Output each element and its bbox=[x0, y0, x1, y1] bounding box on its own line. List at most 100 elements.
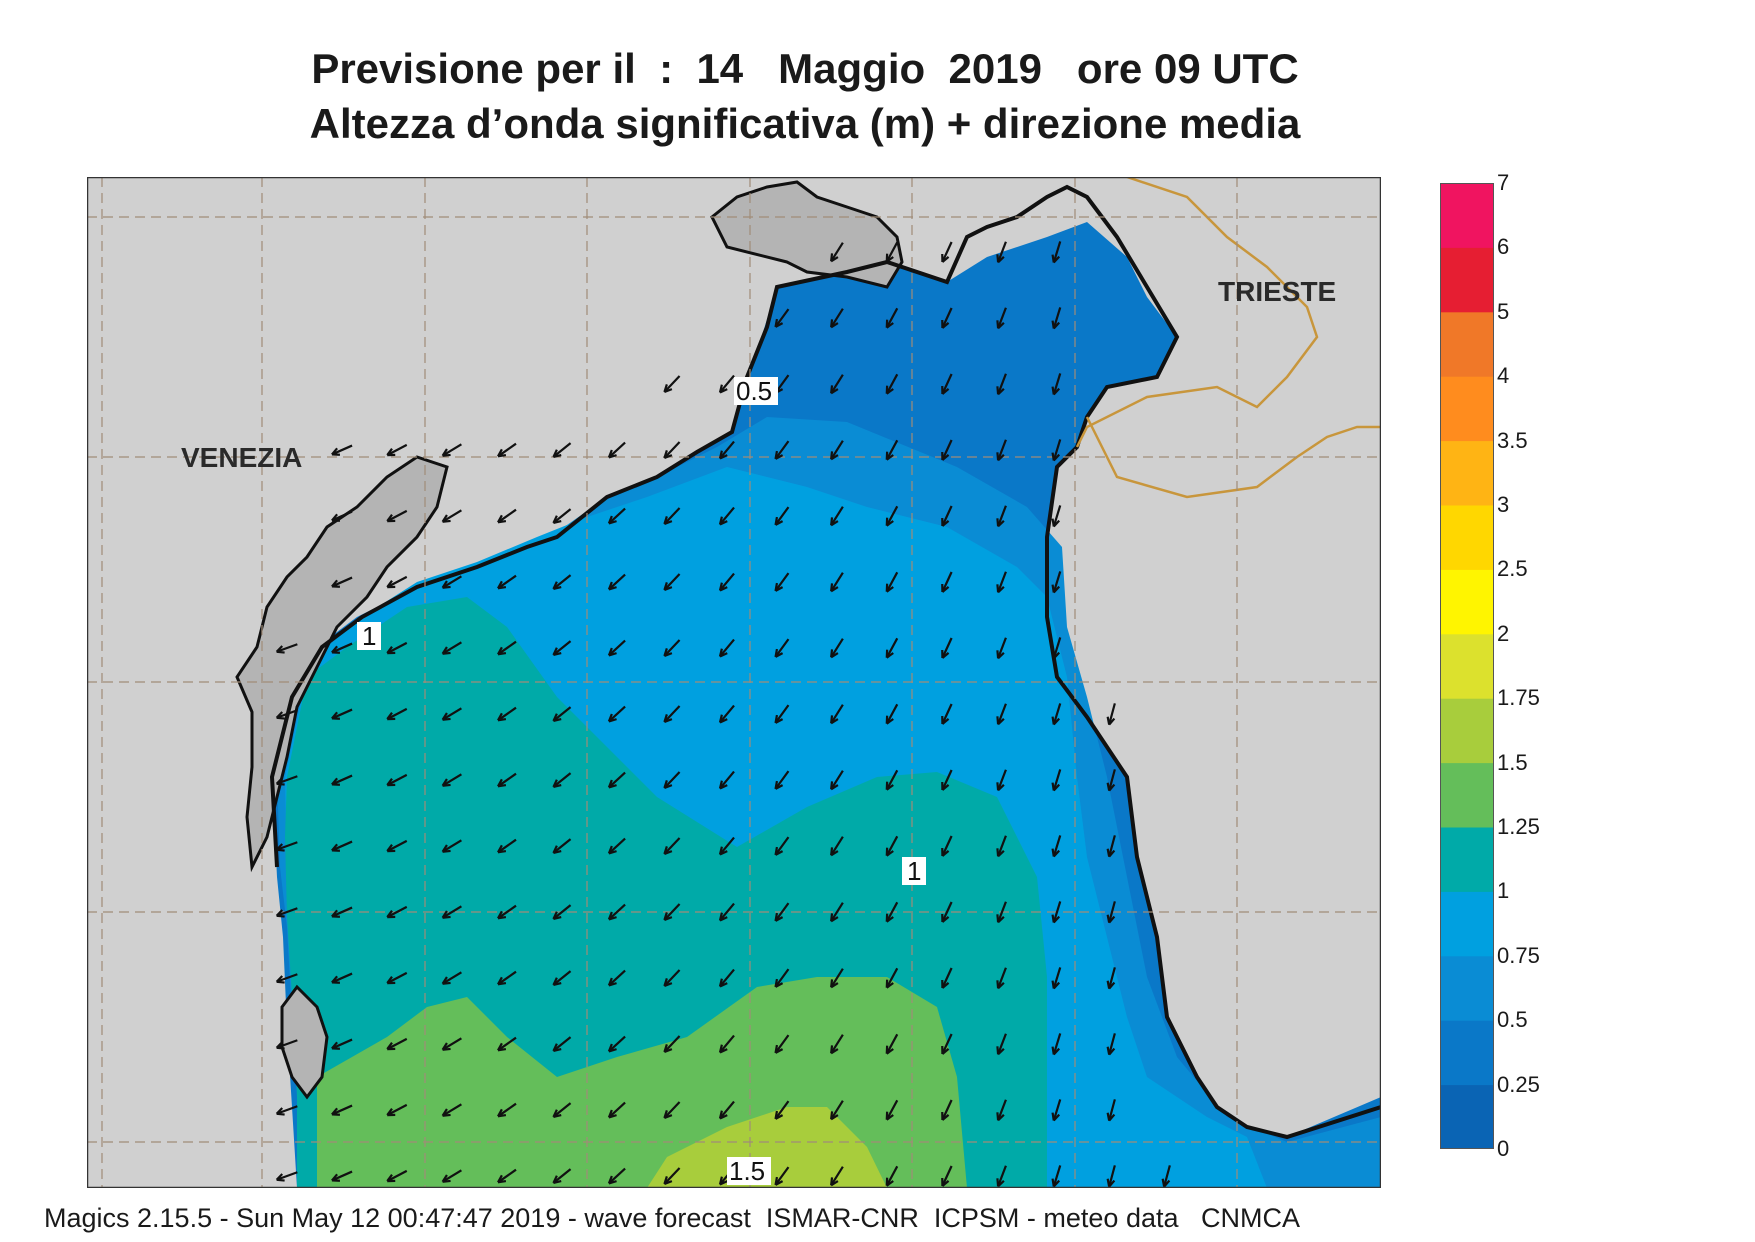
wave-arrow bbox=[885, 637, 899, 659]
wave-arrow bbox=[1108, 769, 1116, 791]
wave-arrow-head bbox=[830, 1177, 839, 1187]
wave-arrow bbox=[941, 769, 953, 791]
wave-arrow bbox=[552, 706, 572, 722]
legend-label-1: 1 bbox=[1497, 878, 1510, 904]
wave-arrow-head bbox=[996, 386, 1005, 396]
map-frame bbox=[87, 177, 1381, 1188]
wave-arrow bbox=[608, 771, 626, 789]
wave-arrow bbox=[719, 704, 735, 724]
wave-arrow-head bbox=[1051, 782, 1061, 792]
wave-arrow bbox=[386, 905, 408, 919]
wave-arrow bbox=[497, 772, 517, 788]
wave-arrow-head bbox=[386, 646, 396, 655]
wave-arrow bbox=[830, 308, 844, 328]
wave-arrow-head bbox=[718, 648, 728, 658]
wave-arrow-head bbox=[441, 910, 451, 919]
wave-arrow bbox=[997, 505, 1007, 527]
wave-arrow-head bbox=[275, 645, 285, 654]
legend-label-5: 5 bbox=[1497, 298, 1510, 324]
wave-arrow bbox=[552, 970, 572, 986]
wave-arrow bbox=[941, 439, 953, 461]
wave-arrow-head bbox=[718, 780, 728, 790]
legend-label-0.5: 0.5 bbox=[1497, 1007, 1528, 1033]
wave-arrow-head bbox=[774, 516, 784, 526]
wave-arrow bbox=[497, 1102, 517, 1118]
wave-arrow bbox=[552, 904, 572, 920]
wave-arrow bbox=[497, 706, 517, 722]
wave-arrow-head bbox=[996, 848, 1005, 858]
wave-arrow bbox=[331, 1170, 353, 1182]
wave-arrow-head bbox=[552, 1043, 562, 1052]
wave-arrow-head bbox=[331, 1173, 340, 1182]
wave-arrow bbox=[830, 1100, 844, 1120]
wave-arrow-head bbox=[331, 645, 340, 654]
wave-arrow-head bbox=[718, 516, 728, 526]
wave-arrow-head bbox=[607, 779, 617, 789]
legend-swatch-3 bbox=[1440, 440, 1494, 506]
wave-arrow bbox=[774, 770, 790, 790]
wave-arrow bbox=[276, 1039, 298, 1049]
wave-arrow-head bbox=[885, 319, 894, 329]
wave-arrow-head bbox=[1051, 914, 1061, 924]
legend-label-6: 6 bbox=[1497, 234, 1510, 260]
wave-arrow-head bbox=[607, 449, 617, 459]
wave-arrow-head bbox=[718, 978, 728, 988]
wave-arrow-head bbox=[552, 779, 562, 788]
wave-arrow-head bbox=[331, 579, 340, 588]
wave-arrow bbox=[774, 1034, 790, 1054]
wave-arrow bbox=[774, 836, 790, 856]
wave-arrow bbox=[497, 574, 517, 590]
wave-arrow bbox=[608, 441, 626, 459]
wave-arrow bbox=[774, 506, 790, 526]
wave-arrow bbox=[442, 905, 462, 919]
wave-arrow bbox=[386, 1103, 408, 1117]
wave-arrow bbox=[331, 972, 353, 984]
wave-arrow bbox=[386, 1037, 408, 1051]
city-label-trieste: TRIESTE bbox=[1218, 276, 1336, 307]
wave-arrow bbox=[1052, 505, 1062, 527]
wave-arrow bbox=[885, 835, 899, 857]
wave-arrow bbox=[719, 572, 735, 592]
wave-arrow bbox=[331, 444, 353, 456]
wave-arrow-head bbox=[885, 715, 894, 725]
wave-arrow-head bbox=[718, 1176, 728, 1186]
wave-arrow bbox=[276, 841, 298, 851]
wave-arrow bbox=[442, 839, 462, 853]
wave-arrow bbox=[331, 774, 353, 786]
wave-arrow bbox=[941, 307, 953, 329]
wave-arrow-head bbox=[607, 911, 617, 921]
wave-arrow-head bbox=[941, 451, 950, 461]
wave-arrow-head bbox=[774, 714, 784, 724]
wave-arrow-head bbox=[1051, 386, 1061, 396]
wave-arrow-head bbox=[497, 1042, 507, 1052]
wave-arrow-head bbox=[607, 1175, 617, 1185]
wave-arrow-head bbox=[663, 1044, 673, 1054]
wave-arrow bbox=[608, 1101, 626, 1119]
wave-arrow-head bbox=[497, 712, 507, 722]
wave-arrow bbox=[719, 506, 735, 526]
wave-arrow bbox=[386, 971, 408, 985]
wave-arrow bbox=[830, 1034, 844, 1054]
wave-arrow bbox=[997, 637, 1007, 659]
wave-arrow-head bbox=[441, 712, 451, 721]
wave-arrow-head bbox=[830, 979, 839, 989]
wave-arrow-head bbox=[718, 384, 728, 394]
wave-arrow-head bbox=[941, 517, 950, 527]
wave-arrow-head bbox=[774, 450, 784, 460]
wave-arrow bbox=[830, 1166, 844, 1186]
wave-arrow-head bbox=[663, 780, 673, 790]
wave-arrow-head bbox=[996, 320, 1005, 330]
wave-arrow bbox=[1052, 1165, 1062, 1187]
wave-arrow-head bbox=[941, 913, 950, 923]
legend-swatch-2 bbox=[1440, 569, 1494, 635]
wave-arrow-head bbox=[830, 1045, 839, 1055]
wave-arrow bbox=[997, 1099, 1007, 1121]
wave-arrow bbox=[608, 705, 626, 723]
wave-arrow bbox=[1052, 241, 1062, 263]
wave-arrow-head bbox=[1051, 1112, 1061, 1122]
wave-arrow-head bbox=[996, 716, 1005, 726]
contour-label-group: 0.5 1 1 1.5 bbox=[357, 376, 926, 1186]
wave-arrow bbox=[941, 637, 953, 659]
contour-label-1-west: 1 bbox=[362, 621, 376, 651]
wave-arrow bbox=[608, 837, 626, 855]
